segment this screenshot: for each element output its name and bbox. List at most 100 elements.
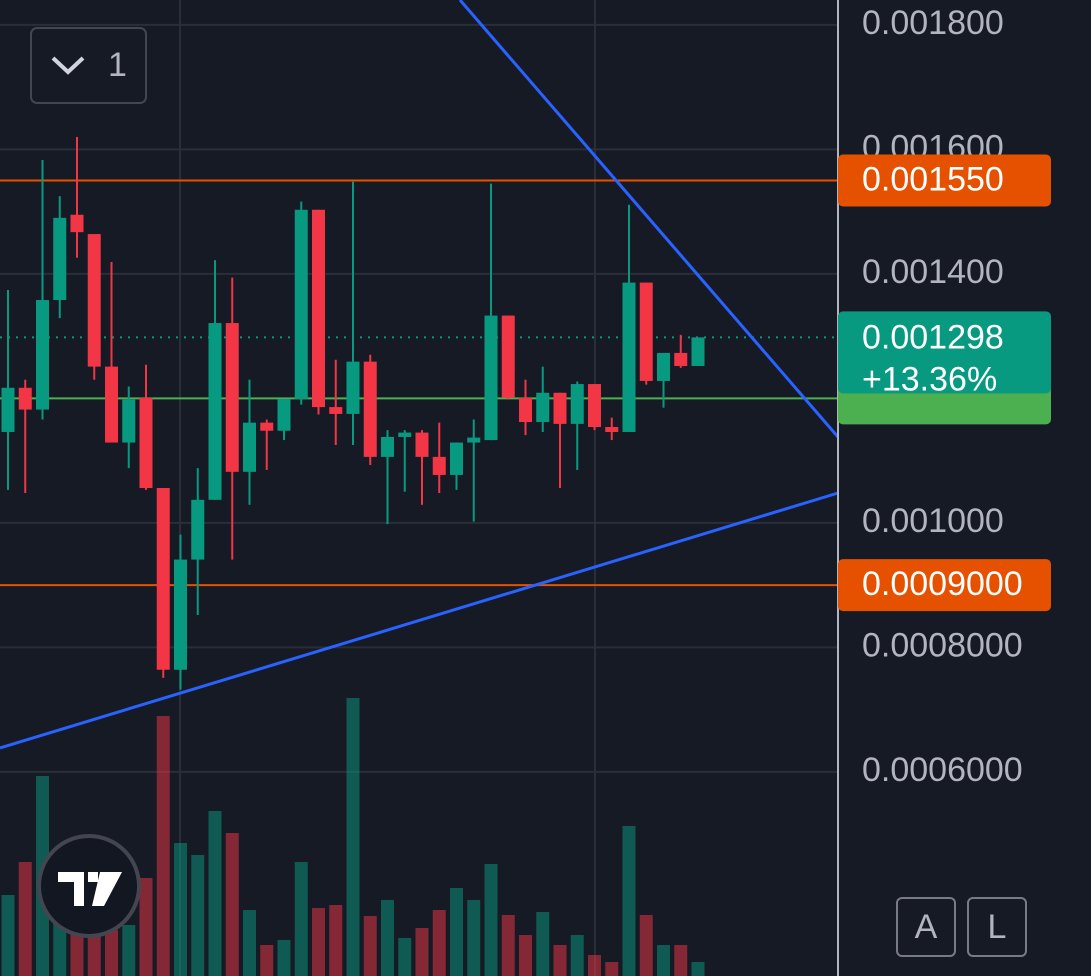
candle-body <box>588 384 601 427</box>
candle-body <box>312 209 325 408</box>
candle-body <box>605 427 619 432</box>
volume-bar <box>156 716 170 976</box>
volume-bar <box>329 905 343 976</box>
candle-body <box>657 352 670 381</box>
volume-bar <box>415 928 429 976</box>
axis-labels: 0.0018000.0016000.0014000.0010000.000800… <box>838 4 1051 789</box>
candle-body <box>519 397 532 423</box>
candle-body <box>277 398 291 431</box>
volume-bar <box>570 935 584 976</box>
candle-body <box>105 366 118 443</box>
volume-bar <box>363 916 377 976</box>
volume-bar <box>243 910 256 976</box>
volume-bar <box>294 862 308 976</box>
candle-body <box>691 337 705 366</box>
volume-bar <box>519 935 532 976</box>
volume-bar <box>639 915 653 976</box>
candle-body <box>225 323 239 472</box>
interval-button[interactable]: 1 <box>30 27 147 104</box>
volume-bar <box>657 945 670 976</box>
tv-logo[interactable] <box>37 834 141 938</box>
candle-body <box>553 392 567 424</box>
volume-bar <box>484 864 498 976</box>
volume-bar <box>622 826 636 976</box>
last-price-box <box>838 311 1051 394</box>
candle-body <box>570 384 584 424</box>
candle-body <box>501 315 515 398</box>
candle-body <box>622 282 636 432</box>
volume-bar <box>605 962 619 976</box>
candle-body <box>53 217 67 301</box>
y-tick-label: 0.001000 <box>862 502 1004 540</box>
volume-bar <box>536 912 550 976</box>
candle-body <box>381 436 394 457</box>
chevron-icon <box>51 56 85 75</box>
last-price-label: 0.001298 <box>862 318 1004 356</box>
candle-body <box>536 392 550 423</box>
volume-bar <box>450 888 463 976</box>
change-label: +13.36% <box>862 360 997 398</box>
log-button[interactable]: L <box>967 897 1027 957</box>
volume-bar <box>139 878 153 976</box>
candle-body <box>398 432 412 437</box>
volume-bar <box>312 908 325 976</box>
candle-body <box>70 214 84 233</box>
interval-label: 1 <box>108 46 127 84</box>
button-label: L <box>988 908 1007 946</box>
volume-bar <box>174 843 187 976</box>
trend-line <box>0 491 839 750</box>
trend-line <box>458 0 840 438</box>
volume-bar <box>381 900 394 976</box>
candle-body <box>639 282 653 381</box>
level-label-box <box>838 559 1051 612</box>
candle-body <box>450 442 463 475</box>
volume-bar <box>191 855 205 976</box>
volume-bar <box>553 945 567 976</box>
candle-body <box>139 397 153 488</box>
candle-body <box>674 352 688 366</box>
volume-bar <box>674 945 688 976</box>
candle-body <box>36 300 49 410</box>
volume-bar <box>208 811 222 976</box>
candle-body <box>432 456 446 475</box>
candle-body <box>243 422 256 472</box>
volume-bar <box>691 962 705 976</box>
volume-bar <box>1 895 15 976</box>
y-tick-label: 0.0008000 <box>862 626 1023 664</box>
volume-bar <box>225 833 239 976</box>
logo-mark <box>58 872 122 906</box>
logo-circle[interactable] <box>37 834 141 938</box>
button-frame[interactable] <box>30 27 147 104</box>
candle-body <box>122 399 136 443</box>
volume-bar <box>588 955 601 976</box>
candle-body <box>208 323 222 500</box>
candles-layer <box>1 136 705 690</box>
volume-bar <box>398 938 412 976</box>
button-frame[interactable] <box>896 897 956 957</box>
button-frame[interactable] <box>967 897 1027 957</box>
level-label: 0.0009000 <box>862 565 1023 603</box>
y-tick-label: 0.001400 <box>862 253 1004 291</box>
candle-body <box>191 499 205 560</box>
candle-body <box>1 387 15 432</box>
level-label-box <box>838 154 1051 207</box>
volume-bar <box>70 930 84 976</box>
candle-body <box>329 407 343 414</box>
volume-bar <box>346 698 360 976</box>
volume-bar <box>277 940 291 976</box>
volume-bar <box>467 900 481 976</box>
candle-body <box>294 209 308 399</box>
candle-body <box>260 422 274 431</box>
auto-button[interactable]: A <box>896 897 956 957</box>
candle-body <box>415 432 429 457</box>
volume-bar <box>501 915 515 976</box>
grid <box>0 23 838 773</box>
volume-layer <box>1 698 705 976</box>
volume-bar <box>105 930 118 976</box>
volume-bar <box>260 945 274 976</box>
level-label: 0.001550 <box>862 160 1004 198</box>
y-tick-label: 0.0006000 <box>862 751 1023 789</box>
volume-bar <box>432 910 446 976</box>
candle-body <box>174 559 187 670</box>
